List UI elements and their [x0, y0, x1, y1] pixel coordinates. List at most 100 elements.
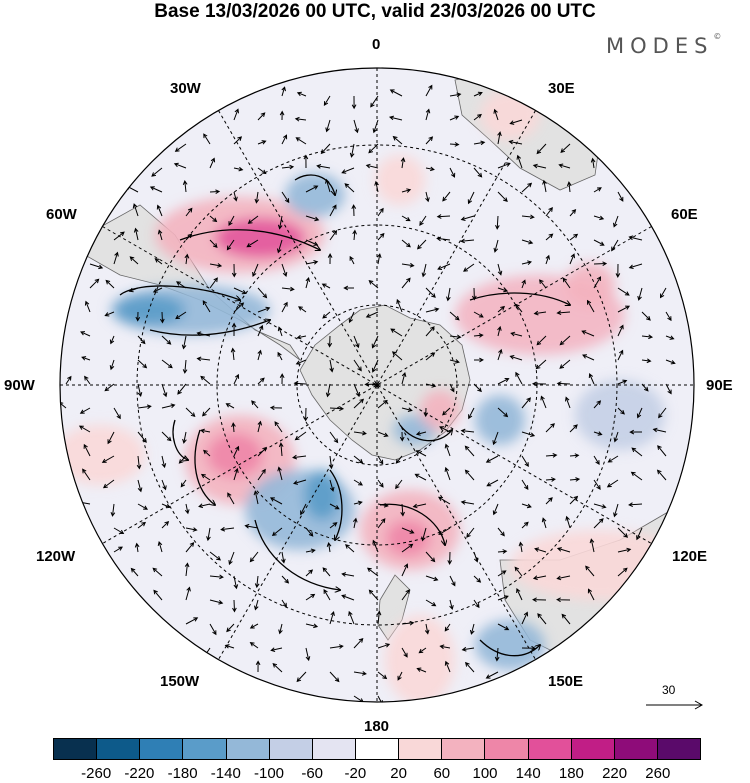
wind-vector: [425, 599, 437, 607]
streamline: [379, 503, 445, 545]
wind-vector: [376, 253, 382, 265]
wind-vector: [617, 527, 629, 538]
wind-vector: [294, 431, 307, 441]
colorbar-tick-label: 140: [515, 765, 541, 782]
wind-vector: [368, 143, 379, 154]
wind-vector: [161, 359, 173, 369]
wind-vector: [209, 157, 216, 169]
wind-vector: [492, 431, 499, 446]
colorbar-segment: [442, 739, 486, 759]
wind-vector: [231, 322, 237, 337]
wind-vector: [509, 119, 523, 125]
colorbar-tick-label: 100: [472, 765, 498, 782]
wind-vector: [593, 187, 602, 193]
wind-vector: [269, 405, 283, 411]
wind-vector: [137, 503, 149, 510]
wind-vector: [374, 180, 379, 193]
wind-vector: [254, 575, 260, 589]
colorbar-tick-label: 180: [558, 765, 584, 782]
wind-vector: [329, 522, 338, 529]
wind-vector: [206, 527, 211, 542]
wind-vector: [200, 375, 211, 385]
wind-vector: [442, 407, 451, 416]
wind-vector: [353, 119, 359, 134]
colorbar-segment: [183, 739, 227, 759]
lon-label-120e: 120E: [672, 548, 708, 565]
wind-vector: [545, 233, 554, 241]
wind-vector: [323, 589, 331, 601]
positive-anomaly: [565, 263, 615, 307]
wind-vector: [401, 527, 415, 534]
streamline: [329, 469, 343, 540]
colorbar-segment: [54, 739, 98, 759]
wind-vector: [473, 91, 483, 97]
lon-label-60e: 60E: [671, 206, 698, 223]
wind-vector: [447, 551, 453, 565]
wind-vector: [629, 429, 643, 435]
wind-vector: [78, 425, 91, 433]
wind-vector: [515, 303, 523, 313]
wind-vector: [254, 191, 260, 204]
wind-vector: [130, 567, 139, 577]
wind-vector: [184, 253, 190, 265]
wind-vector: [343, 285, 354, 291]
wind-vector: [277, 351, 283, 361]
wind-vector: [537, 613, 547, 625]
meridian-line: [218, 110, 536, 660]
wind-vector: [469, 623, 475, 635]
positive-anomaly: [60, 425, 145, 485]
wind-vector: [156, 204, 163, 217]
wind-vector: [293, 381, 307, 386]
wind-vector: [149, 186, 163, 193]
wind-vector: [151, 167, 163, 177]
wind-vector: [329, 204, 337, 217]
wind-vector: [365, 163, 379, 169]
wind-vector: [425, 352, 436, 361]
meridian-line: [102, 226, 652, 544]
wind-vector: [521, 479, 529, 490]
wind-vector: [113, 231, 125, 241]
wind-vector: [412, 503, 427, 509]
wind-vector: [353, 671, 367, 676]
lon-label-30w: 30W: [170, 80, 201, 97]
wind-vector: [556, 310, 571, 316]
wind-vector: [569, 495, 579, 505]
wind-vector: [464, 469, 475, 481]
wind-vector: [593, 503, 607, 509]
wind-vector: [136, 455, 142, 470]
wind-vector: [468, 407, 475, 420]
wind-vector: [593, 455, 600, 465]
wind-vector: [425, 191, 430, 203]
wind-vector: [372, 119, 379, 134]
map-area: [60, 68, 694, 702]
wind-vector: [341, 594, 355, 601]
wind-vector: [277, 466, 283, 481]
streamline: [172, 419, 188, 460]
wind-vector: [228, 215, 235, 226]
wind-vector: [516, 154, 523, 169]
wind-vector: [352, 229, 357, 241]
wind-vector: [377, 479, 384, 488]
wind-vector: [157, 229, 163, 241]
wind-vector: [565, 396, 571, 409]
wind-vector: [556, 547, 571, 553]
wind-vector: [585, 565, 595, 577]
wind-vector: [521, 397, 531, 409]
wind-vector: [161, 520, 170, 529]
colorbar-tick-label: 220: [602, 765, 628, 782]
wind-vector: [274, 421, 283, 433]
wind-vector: [449, 115, 460, 121]
wind-vector: [368, 280, 379, 289]
wind-vector: [657, 445, 667, 457]
wind-vector: [157, 541, 163, 553]
wind-vector: [665, 311, 672, 322]
map-boundary: [59, 67, 695, 703]
wind-vector: [231, 263, 237, 278]
wind-vector: [294, 116, 307, 122]
wind-vector: [377, 671, 388, 680]
wind-vector: [209, 215, 218, 223]
wind-vector: [636, 527, 643, 541]
wind-vector: [365, 311, 379, 318]
wind-vector: [305, 623, 319, 629]
wind-vector: [228, 551, 235, 566]
